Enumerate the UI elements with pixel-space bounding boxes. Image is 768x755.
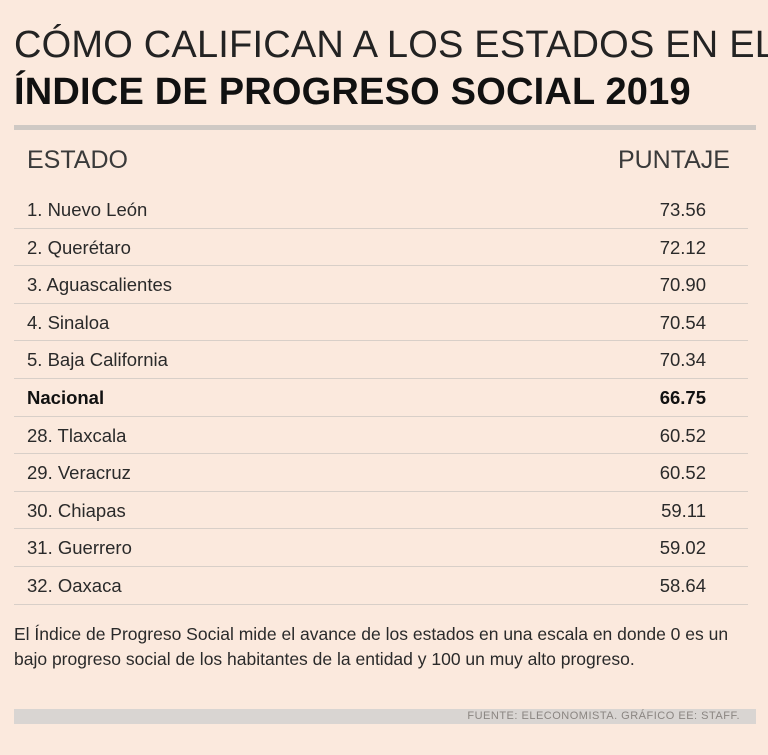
table-row: 32. Oaxaca 58.64: [14, 567, 748, 605]
row-score-value: 60.52: [659, 462, 706, 484]
row-score-value: 58.64: [659, 574, 706, 596]
row-score-value: 66.75: [659, 386, 706, 408]
row-state-label: 31. Guerrero: [27, 537, 132, 559]
scores-table: 1. Nuevo León 73.56 2. Querétaro 72.12 3. Ag…: [14, 191, 748, 605]
row-state-label: 4. Sinaloa: [27, 311, 110, 333]
source-bar: FUENTE: ELECONOMISTA. GRÁFICO EE: STAFF.: [14, 709, 756, 724]
title-line-1: CÓMO CALIFICAN A LOS ESTADOS EN EL: [14, 24, 768, 66]
row-score-value: 73.56: [659, 199, 706, 220]
table-row: 4. Sinaloa 70.54: [14, 304, 748, 342]
table-row: 29. Veracruz 60.52: [14, 454, 748, 492]
row-score-value: 70.54: [659, 311, 706, 333]
table-row-national: Nacional 66.75: [14, 379, 748, 417]
row-state-label: 5. Baja California: [27, 349, 168, 371]
row-score-value: 59.11: [661, 499, 706, 521]
footnote: El Índice de Progreso Social mide el ava…: [14, 624, 729, 669]
table-row: 1. Nuevo León 73.56: [14, 191, 748, 229]
table-row: 31. Guerrero 59.02: [14, 529, 748, 567]
row-score-value: 70.90: [659, 274, 706, 296]
row-score-value: 70.34: [659, 349, 706, 371]
row-score-value: 72.12: [659, 236, 706, 258]
table-row: 30. Chiapas 59.11: [14, 492, 748, 530]
column-header-estado: ESTADO: [27, 146, 128, 174]
row-state-label: Nacional: [27, 386, 105, 408]
title-line-2: ÍNDICE DE PROGRESO SOCIAL 2019: [14, 71, 691, 113]
table-row: 3. Aguascalientes 70.90: [14, 266, 748, 304]
title-divider: [14, 125, 756, 130]
row-state-label: 28. Tlaxcala: [27, 424, 127, 446]
table-row: 5. Baja California 70.34: [14, 341, 748, 379]
row-score-value: 60.52: [659, 424, 706, 446]
row-state-label: 29. Veracruz: [27, 462, 131, 484]
table-row: 2. Querétaro 72.12: [14, 229, 748, 267]
row-state-label: 1. Nuevo León: [27, 199, 148, 220]
row-state-label: 2. Querétaro: [27, 236, 131, 258]
row-state-label: 30. Chiapas: [27, 499, 126, 521]
table-row: 28. Tlaxcala 60.52: [14, 417, 748, 455]
row-score-value: 59.02: [659, 537, 706, 559]
row-state-label: 3. Aguascalientes: [27, 274, 173, 296]
source-credit: FUENTE: ELECONOMISTA. GRÁFICO EE: STAFF.: [467, 710, 740, 722]
column-header-puntaje: PUNTAJE: [617, 146, 730, 174]
row-state-label: 32. Oaxaca: [27, 574, 122, 596]
